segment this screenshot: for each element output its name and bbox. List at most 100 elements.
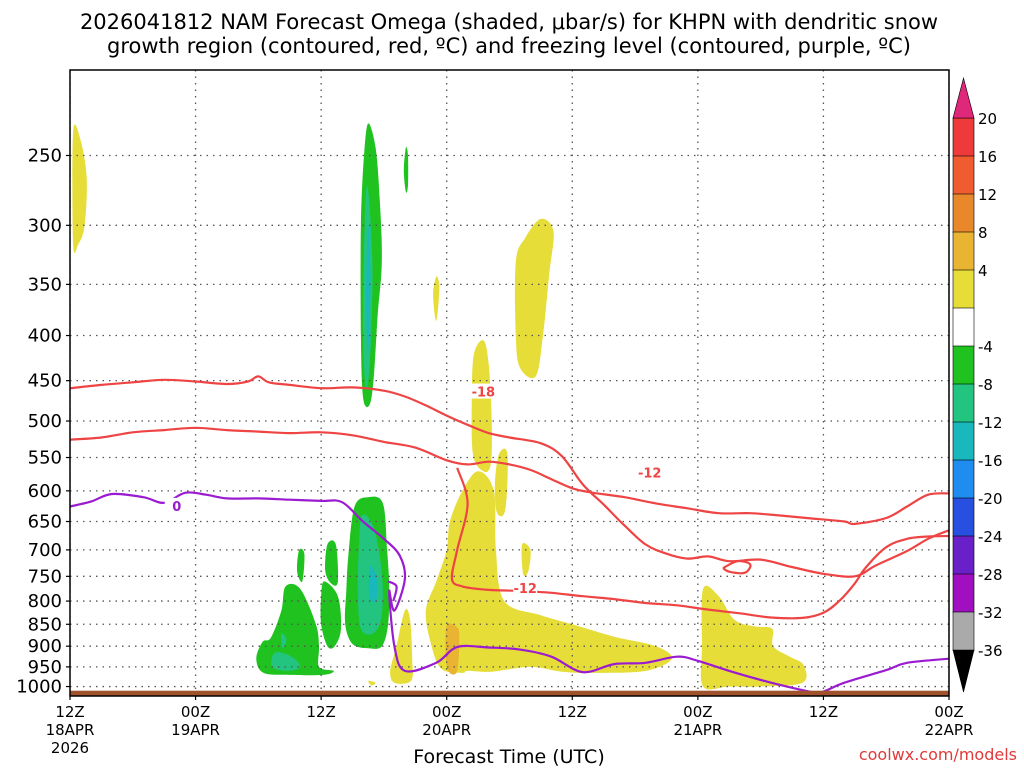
y-tick-label: 450 [28, 371, 62, 392]
site-credit[interactable]: coolwx.com/models [859, 745, 1017, 764]
omega-region [72, 124, 87, 254]
colorbar-bin [952, 535, 975, 575]
omega-region [366, 225, 371, 355]
colorbar-label: 20 [978, 110, 997, 128]
omega-region [471, 340, 492, 473]
y-axis: 2503003504004505005506006507007508008509… [16, 145, 70, 698]
y-tick-label: 750 [28, 566, 62, 587]
y-tick-label: 850 [28, 614, 62, 635]
terrain-ground [70, 690, 949, 696]
colorbar-bin [952, 345, 975, 385]
y-tick-label: 900 [28, 636, 62, 657]
contour-line [70, 375, 949, 578]
x-tick-label: 18APR [46, 721, 95, 739]
y-tick-label: 700 [28, 540, 62, 561]
x-tick-label: 00Z [432, 703, 461, 721]
colorbar-bin [952, 231, 975, 271]
colorbar-bin [952, 459, 975, 499]
colorbar-bin [952, 611, 975, 651]
x-tick-label: 12Z [558, 703, 587, 721]
contour-label: 0 [172, 500, 181, 515]
y-tick-label: 350 [28, 274, 62, 295]
omega-region [514, 218, 554, 379]
contour-line [70, 491, 949, 695]
contour-layer: -18 -12 -12 0 [70, 375, 949, 695]
colorbar-label: 12 [978, 186, 997, 204]
contour-label: -12 [513, 582, 537, 597]
omega-region [433, 276, 440, 321]
y-tick-label: 1000 [16, 677, 62, 698]
contour-label: -12 [638, 467, 662, 482]
contour-label-bg [164, 497, 189, 513]
grid-layer [70, 70, 949, 696]
chart-title-line-2: growth region (contoured, red, ºC) and f… [107, 34, 911, 58]
x-tick-label: 12Z [55, 703, 84, 721]
colorbar-label: -32 [978, 604, 1003, 622]
x-tick-label: 21APR [673, 721, 722, 739]
omega-region [403, 146, 409, 193]
colorbar-label: 16 [978, 148, 997, 166]
contour-label: -18 [472, 386, 496, 401]
y-tick-label: 250 [28, 145, 62, 166]
colorbar-label: -8 [978, 376, 993, 394]
colorbar-label: 8 [978, 224, 988, 242]
y-tick-label: 550 [28, 448, 62, 469]
plot-area: -18 -12 -12 0 [70, 70, 949, 696]
colorbar-bin [952, 193, 975, 233]
colorbar-label: -36 [978, 642, 1003, 660]
y-tick-label: 950 [28, 657, 62, 678]
omega-region [281, 632, 287, 649]
colorbar-bin [952, 421, 975, 461]
y-tick-label: 800 [28, 591, 62, 612]
colorbar-arrow-top [952, 76, 975, 119]
colorbar-label: -12 [978, 414, 1003, 432]
colorbar-label: -28 [978, 566, 1003, 584]
x-tick-label: 00Z [934, 703, 963, 721]
omega-region [368, 680, 376, 686]
colorbar-label: -16 [978, 452, 1003, 470]
colorbar-label: -24 [978, 528, 1003, 546]
contour-line [70, 426, 949, 526]
colorbar-label: 4 [978, 262, 988, 280]
colorbar-bin [952, 497, 975, 537]
contour-label-bg [637, 464, 662, 480]
colorbar: 20 16 12 8 4 -4 -8 -12 -16 -20 -24 -28 -32 -36 [952, 76, 1003, 693]
colorbar-bin [952, 307, 975, 347]
y-tick-label: 650 [28, 512, 62, 533]
contour-label-bg [513, 579, 538, 595]
omega-region [494, 448, 508, 517]
y-tick-label: 400 [28, 326, 62, 347]
x-tick-label: 19APR [171, 721, 220, 739]
x-axis-label: Forecast Time (UTC) [413, 746, 604, 768]
omega-region [325, 540, 339, 586]
x-tick-label: 00Z [683, 703, 712, 721]
y-tick-label: 500 [28, 411, 62, 432]
colorbar-bin [952, 573, 975, 613]
colorbar-label: -20 [978, 490, 1003, 508]
contour-line [722, 559, 752, 575]
chart-title-line-1: 2026041812 NAM Forecast Omega (shaded, μ… [80, 10, 938, 34]
colorbar-arrow-bottom [952, 649, 975, 693]
x-tick-label: 22APR [925, 721, 974, 739]
x-tick-label: 12Z [306, 703, 335, 721]
omega-region [368, 565, 378, 603]
x-tick-label: 00Z [181, 703, 210, 721]
omega-region [521, 542, 531, 576]
colorbar-bin [952, 155, 975, 195]
y-tick-label: 300 [28, 215, 62, 236]
colorbar-bin [952, 117, 975, 157]
contour-line [450, 467, 949, 620]
contour-line [387, 580, 398, 602]
x-tick-label: 12Z [809, 703, 838, 721]
x-tick-label: 20APR [422, 721, 471, 739]
omega-region [296, 548, 305, 582]
plot-frame [69, 69, 950, 697]
colorbar-label: -4 [978, 338, 993, 356]
colorbar-bin [952, 269, 975, 309]
omega-region [271, 652, 301, 671]
contour-label-bg [471, 383, 496, 399]
y-tick-label: 600 [28, 481, 62, 502]
x-tick-label: 2026 [51, 739, 89, 757]
